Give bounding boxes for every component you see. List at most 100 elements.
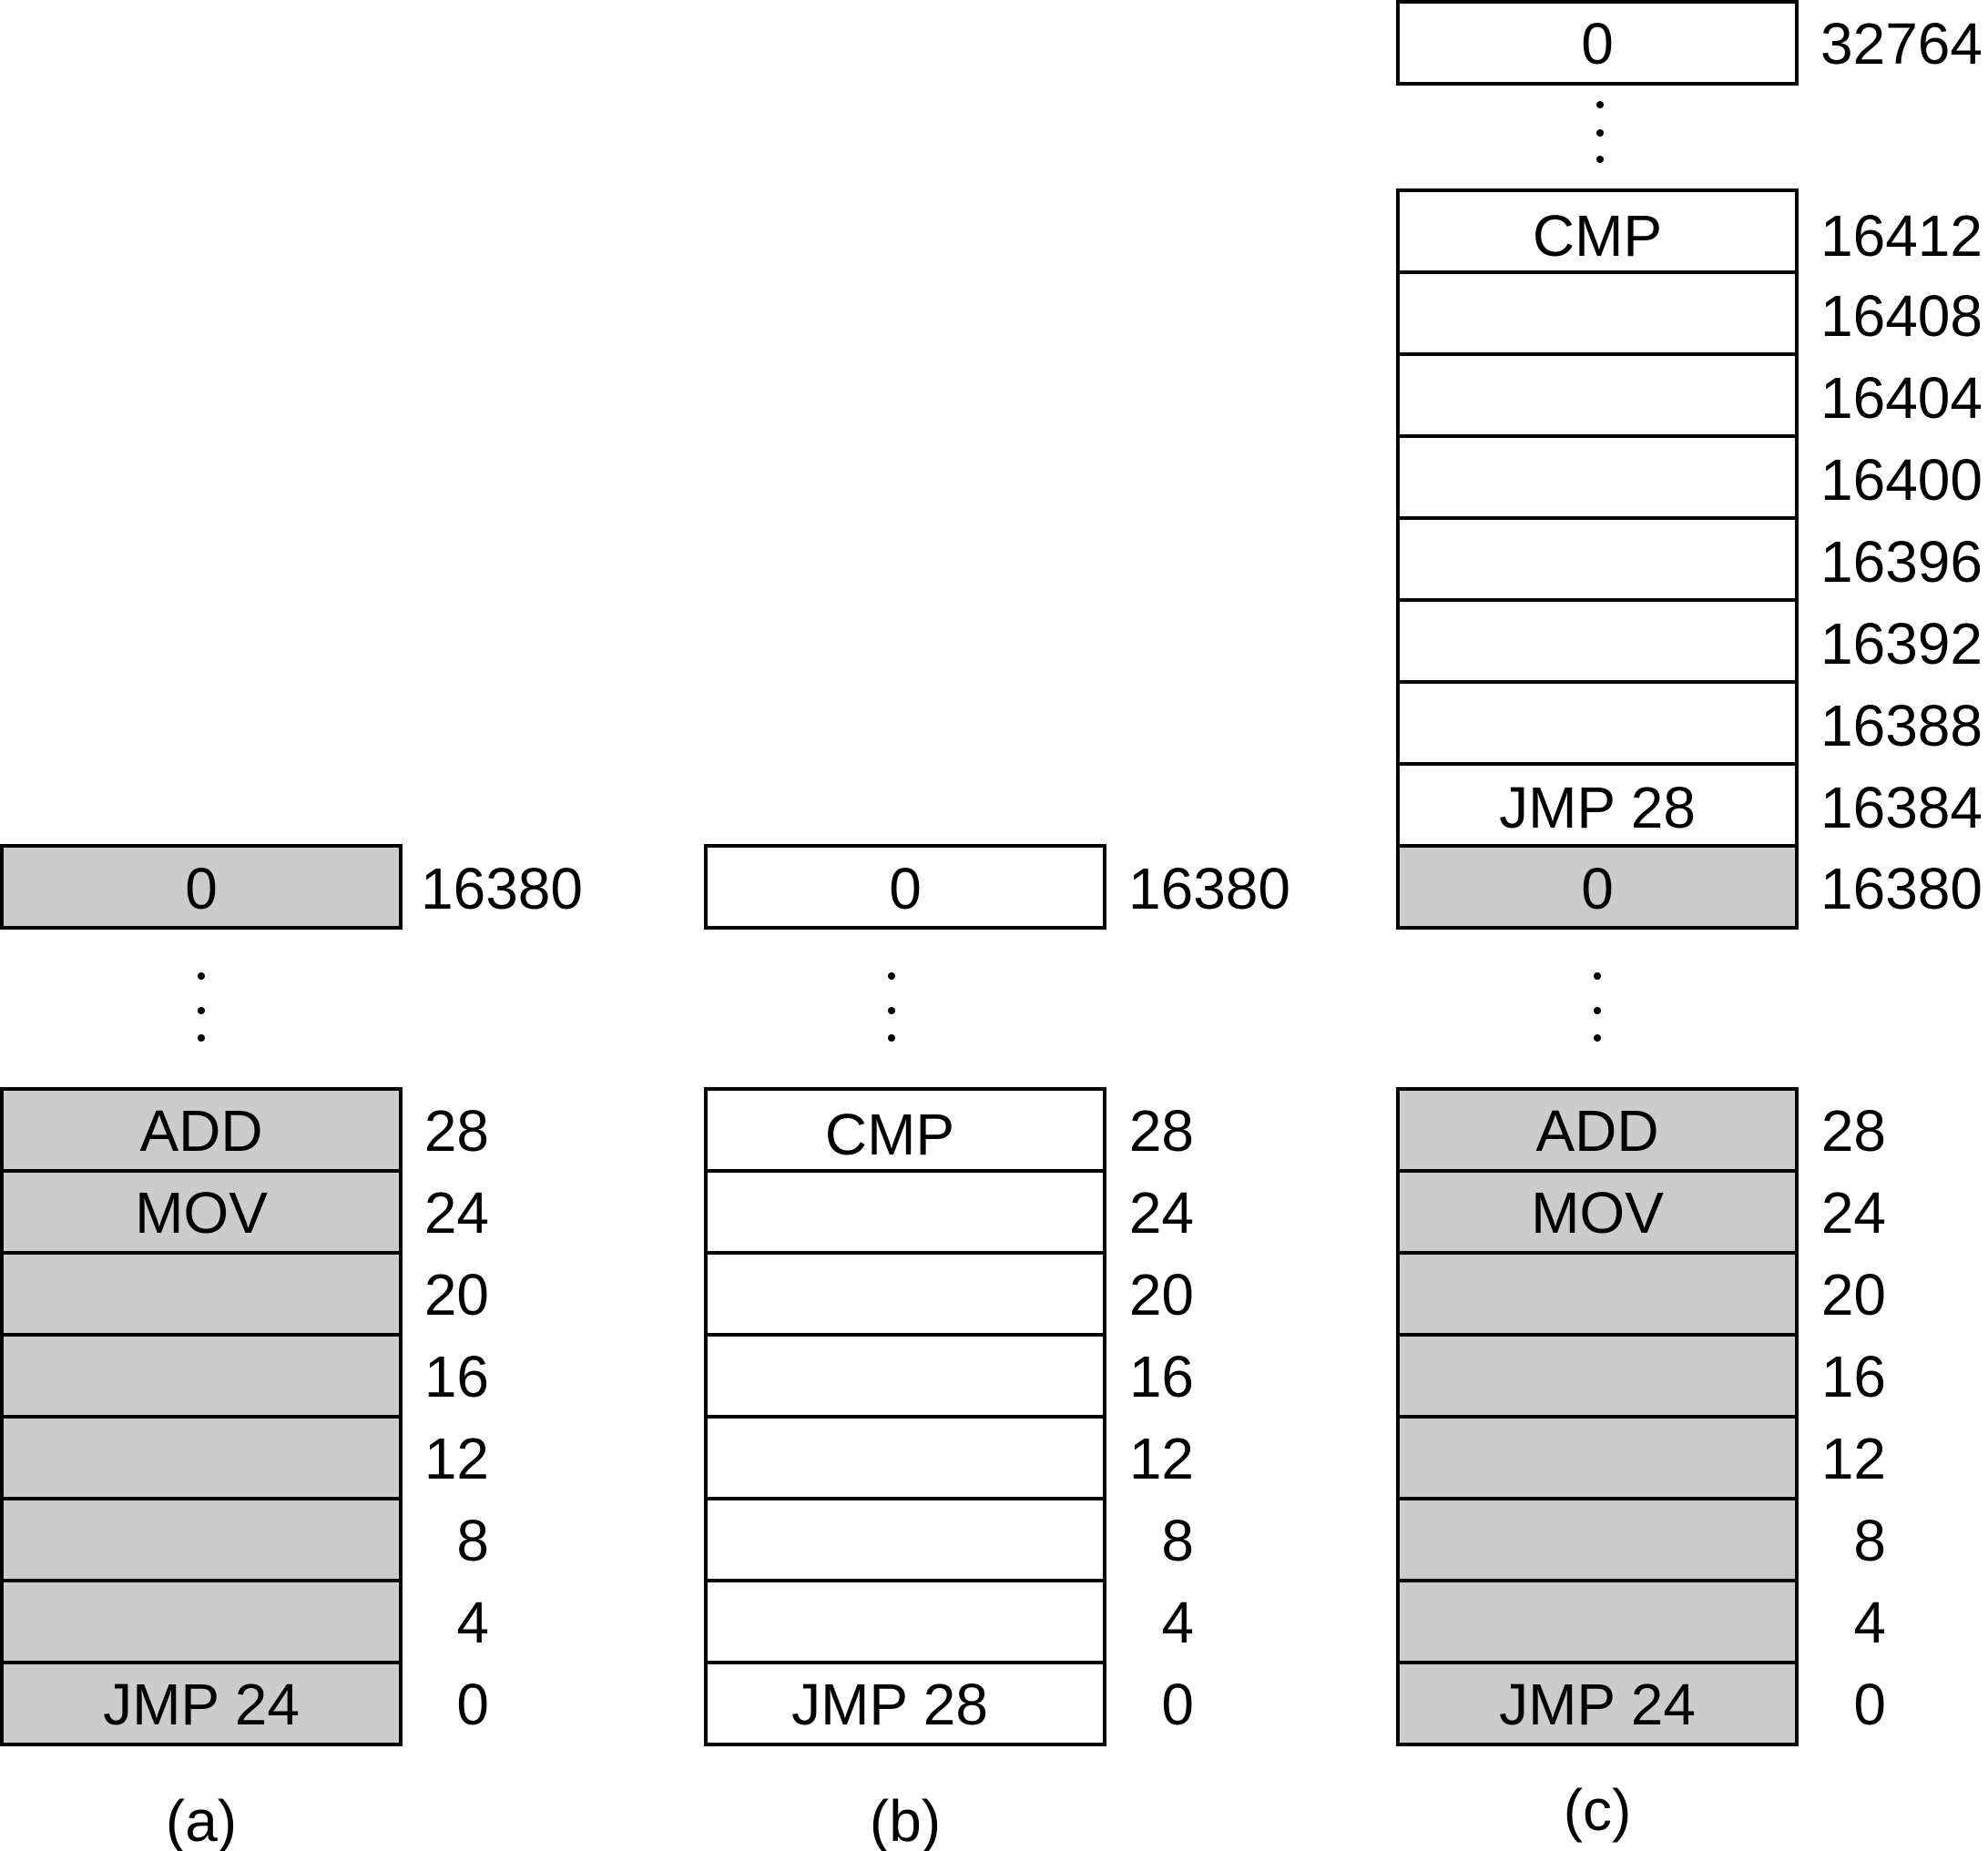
memory-cell xyxy=(1396,844,1799,930)
memory-cell xyxy=(0,1497,403,1582)
memory-cell xyxy=(704,1661,1106,1746)
cell-content: CMP xyxy=(825,1102,954,1167)
ellipsis-dots xyxy=(1594,972,1601,1042)
memory-cell xyxy=(704,1333,1106,1419)
address-label: 8 xyxy=(1161,1508,1194,1573)
memory-cell xyxy=(704,1579,1106,1664)
address-label: 0 xyxy=(456,1672,489,1737)
address-label: 16 xyxy=(1821,1344,1886,1409)
memory-cell xyxy=(704,844,1106,930)
cell-content: JMP 24 xyxy=(1499,1672,1696,1737)
address-label: 20 xyxy=(1129,1262,1194,1327)
address-label: 16408 xyxy=(1820,283,1983,349)
address-label: 28 xyxy=(1821,1098,1886,1164)
cell-content: JMP 28 xyxy=(1499,775,1696,840)
panel-a-top-cell: 0 16380 xyxy=(0,844,583,930)
address-label: 0 xyxy=(1161,1672,1194,1737)
address-label: 8 xyxy=(1853,1508,1886,1573)
memory-cell xyxy=(704,1415,1106,1500)
memory-cell xyxy=(0,1087,403,1173)
address-label: 12 xyxy=(424,1426,489,1491)
memory-cell xyxy=(1396,1333,1799,1419)
ellipsis-dots xyxy=(888,972,895,1042)
address-label: 20 xyxy=(424,1262,489,1327)
address-label: 20 xyxy=(1821,1262,1886,1327)
memory-cell xyxy=(0,1333,403,1419)
address-label: 28 xyxy=(424,1098,489,1164)
address-label: 28 xyxy=(1129,1098,1194,1164)
panel-caption: (b) xyxy=(870,1788,941,1851)
address-label: 4 xyxy=(1853,1590,1886,1655)
address-label: 24 xyxy=(1821,1180,1886,1246)
cell-content: 0 xyxy=(1581,856,1614,921)
panel-caption: (a) xyxy=(166,1788,237,1851)
panel-b: 0 16380 CMP 28 24 20 16 12 8 4 JMP 2 xyxy=(704,844,1290,1851)
memory-cell xyxy=(704,1169,1106,1255)
address-label: 16380 xyxy=(421,856,583,921)
cell-content: JMP 28 xyxy=(791,1672,988,1737)
memory-cell xyxy=(1396,1661,1799,1746)
cell-content: 0 xyxy=(185,856,218,921)
address-label: 0 xyxy=(1853,1672,1886,1737)
cell-content: 0 xyxy=(889,856,922,921)
memory-cell xyxy=(0,1661,403,1746)
panel-c-low-block: ADD 28 MOV 24 20 16 12 8 4 JMP 24 0 xyxy=(1396,1087,1886,1746)
address-label: 8 xyxy=(456,1508,489,1573)
address-label: 4 xyxy=(1161,1590,1194,1655)
address-label: 16392 xyxy=(1820,611,1983,676)
panel-a: 0 16380 ADD 28 MOV 24 20 16 12 8 4 xyxy=(0,844,583,1851)
address-label: 16396 xyxy=(1820,529,1983,595)
memory-cell xyxy=(704,1251,1106,1337)
address-label: 16404 xyxy=(1820,365,1983,431)
address-label: 24 xyxy=(424,1180,489,1246)
memory-cell xyxy=(1396,270,1799,356)
memory-cell xyxy=(0,1579,403,1664)
address-label: 16380 xyxy=(1128,856,1290,921)
memory-cell xyxy=(1396,598,1799,684)
address-label: 16380 xyxy=(1820,856,1983,921)
cell-content: 0 xyxy=(1581,11,1614,76)
memory-cell xyxy=(1396,0,1799,86)
address-label: 16 xyxy=(424,1344,489,1409)
panel-a-low-block: ADD 28 MOV 24 20 16 12 8 4 JMP 24 0 xyxy=(0,1087,489,1746)
panel-c-mid-block: CMP 16412 16408 16404 16400 16396 16392 … xyxy=(1396,188,1983,930)
address-label: 24 xyxy=(1129,1180,1194,1246)
memory-cell xyxy=(1396,1497,1799,1582)
address-label: 16384 xyxy=(1820,775,1983,840)
address-label: 4 xyxy=(456,1590,489,1655)
cell-content: JMP 24 xyxy=(103,1672,300,1737)
address-label: 12 xyxy=(1129,1426,1194,1491)
memory-cell xyxy=(1396,1087,1799,1173)
address-label: 16388 xyxy=(1820,693,1983,758)
memory-cell xyxy=(1396,516,1799,602)
address-label: 12 xyxy=(1821,1426,1886,1491)
panel-b-low-block: CMP 28 24 20 16 12 8 4 JMP 28 0 xyxy=(704,1087,1194,1746)
memory-cell xyxy=(1396,1415,1799,1500)
memory-cell xyxy=(1396,434,1799,520)
address-label: 16400 xyxy=(1820,447,1983,513)
memory-cell xyxy=(1396,680,1799,766)
address-label: 32764 xyxy=(1820,11,1983,76)
memory-cell xyxy=(0,1251,403,1337)
panel-b-top-cell: 0 16380 xyxy=(704,844,1290,930)
panel-c: 0 32764 CMP 16412 16408 16404 16400 1639… xyxy=(1396,0,1983,1843)
memory-cell xyxy=(1396,762,1799,848)
memory-cell xyxy=(1396,1579,1799,1664)
address-label: 16412 xyxy=(1820,203,1983,269)
cell-content: MOV xyxy=(135,1180,268,1246)
panel-caption: (c) xyxy=(1564,1777,1632,1843)
memory-cell xyxy=(1396,1251,1799,1337)
address-label: 16 xyxy=(1129,1344,1194,1409)
ellipsis-dots xyxy=(1596,101,1604,163)
memory-cell xyxy=(704,1497,1106,1582)
cell-content: MOV xyxy=(1531,1180,1664,1246)
memory-cell xyxy=(0,844,403,930)
panel-c-top-cell: 0 32764 xyxy=(1396,0,1983,86)
memory-cell xyxy=(704,1087,1106,1173)
memory-cell xyxy=(0,1415,403,1500)
cell-content: CMP xyxy=(1533,203,1662,269)
memory-cell xyxy=(1396,352,1799,438)
cell-content: ADD xyxy=(139,1098,262,1164)
cell-content: ADD xyxy=(1535,1098,1658,1164)
